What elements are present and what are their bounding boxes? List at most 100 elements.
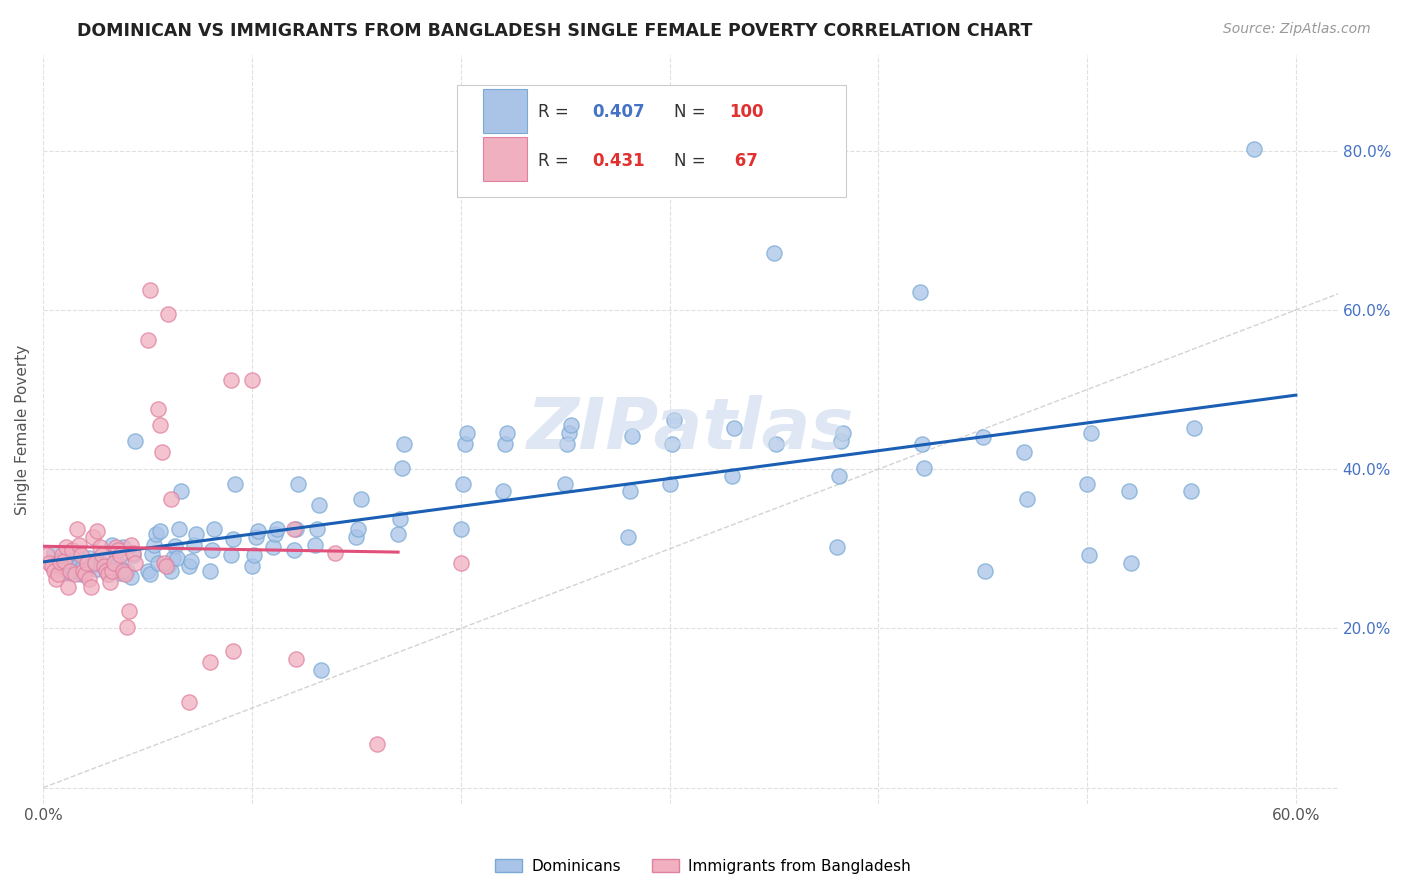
Point [42,546,65,560]
Point [308,498,330,512]
Text: 67: 67 [730,153,758,170]
Point [1015,492,1038,507]
Point [97,567,120,582]
Point [98,575,121,590]
Point [723,421,745,435]
Point [72,564,94,578]
Point [1119,556,1142,570]
Point [491,484,513,499]
Point [63,567,86,582]
Point [1243,142,1265,156]
Point [450,556,472,570]
Point [162,551,184,566]
Point [283,522,305,536]
Point [347,522,370,536]
Point [94,564,117,578]
Point [45,572,67,586]
Point [284,522,307,536]
Point [454,436,477,450]
Point [243,548,266,562]
Point [77,572,100,586]
Point [201,543,224,558]
Point [105,540,128,554]
Point [90,548,112,562]
Point [55,540,77,554]
Point [86,562,108,576]
Point [1118,484,1140,499]
Point [911,436,934,450]
Point [200,564,222,578]
Point [82,530,104,544]
Point [124,556,146,570]
Point [51,562,73,576]
Point [344,530,367,544]
Point [240,373,263,387]
Point [184,527,207,541]
Point [179,559,201,574]
Point [114,567,136,582]
Text: 0.407: 0.407 [592,103,645,121]
Point [620,429,643,443]
Point [451,476,474,491]
Text: N =: N = [673,153,710,170]
Point [73,563,96,577]
Point [103,556,125,570]
Point [159,492,181,507]
Text: Source: ZipAtlas.com: Source: ZipAtlas.com [1223,22,1371,37]
Point [287,476,309,491]
Point [94,562,117,576]
Point [765,436,787,450]
Point [110,566,132,580]
Point [831,426,853,441]
Point [136,564,159,578]
Point [658,476,681,491]
Point [762,245,785,260]
Point [1180,484,1202,499]
Point [118,604,141,618]
Point [284,651,307,665]
Point [155,559,177,574]
Point [62,554,84,568]
Point [157,307,180,321]
Point [111,540,134,554]
Point [1014,444,1036,458]
Point [283,543,305,558]
Point [394,436,416,450]
Point [120,538,142,552]
Point [167,522,190,536]
Point [115,620,138,634]
Text: N =: N = [673,103,710,121]
Point [219,548,242,562]
Point [264,527,287,541]
Point [58,558,80,572]
Point [122,548,145,562]
Text: DOMINICAN VS IMMIGRANTS FROM BANGLADESH SINGLE FEMALE POVERTY CORRELATION CHART: DOMINICAN VS IMMIGRANTS FROM BANGLADESH … [77,22,1032,40]
Point [110,548,132,562]
Point [65,522,87,536]
Point [153,556,176,570]
Point [179,695,201,709]
Point [166,551,188,566]
Point [59,564,82,578]
Point [150,444,173,458]
Point [827,468,849,483]
Point [240,559,263,574]
Point [149,418,172,433]
Point [138,283,160,297]
FancyBboxPatch shape [484,88,527,133]
Point [456,426,478,441]
Point [972,430,994,444]
Point [180,554,202,568]
Point [97,567,120,582]
Point [69,548,91,562]
Point [830,434,852,449]
Point [84,554,107,568]
Point [222,644,245,658]
Point [120,570,142,584]
Point [349,492,371,507]
Point [157,559,180,574]
Point [115,564,138,578]
Point [111,564,134,578]
Text: R =: R = [537,153,574,170]
Point [80,580,103,594]
